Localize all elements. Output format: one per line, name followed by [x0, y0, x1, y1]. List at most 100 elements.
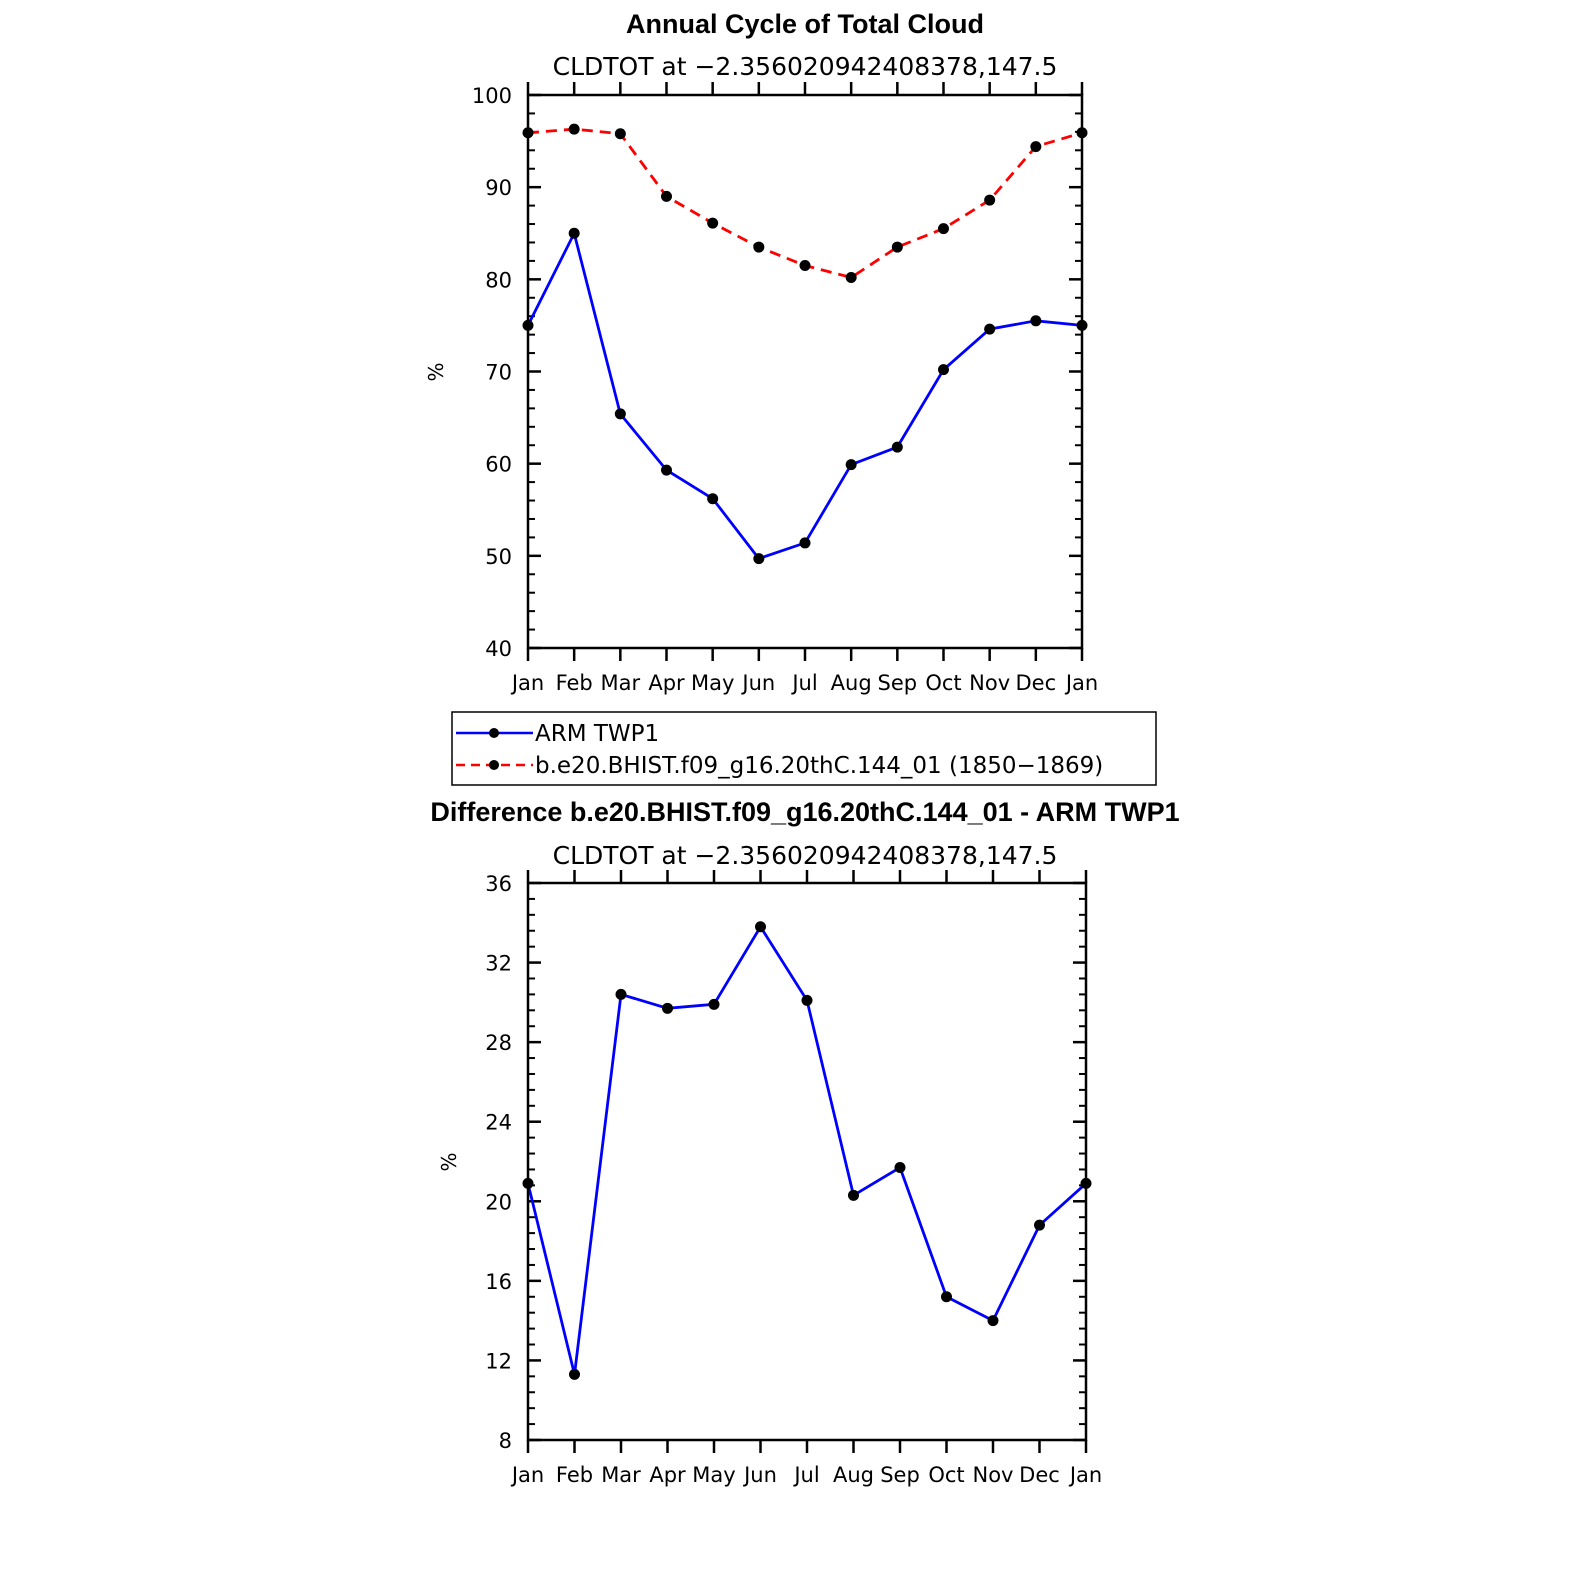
x-tick-label: Apr: [648, 671, 685, 695]
x-tick-label: Dec: [1019, 1463, 1060, 1487]
data-point: [662, 1002, 673, 1014]
x-tick-label: Oct: [928, 1463, 964, 1487]
y-axis-label: %: [437, 1152, 461, 1171]
x-tick-label: Feb: [556, 1463, 593, 1487]
x-tick-label: Nov: [969, 671, 1010, 695]
x-tick-label: Jan: [1068, 1463, 1102, 1487]
data-point: [615, 988, 627, 1000]
data-point: [845, 459, 857, 471]
y-tick-label: 80: [485, 268, 512, 292]
chart-title: Annual Cycle of Total Cloud: [626, 9, 984, 39]
y-tick-label: 28: [485, 1031, 512, 1055]
data-point: [568, 123, 580, 135]
chart-title: Difference b.e20.BHIST.f09_g16.20thC.144…: [430, 797, 1179, 827]
data-point: [799, 260, 811, 272]
y-tick-label: 40: [485, 637, 512, 661]
x-tick-label: Sep: [878, 671, 918, 695]
data-point: [753, 241, 765, 253]
legend-marker-arm: [489, 728, 499, 738]
x-tick-label: Mar: [601, 671, 641, 695]
x-tick-label: Feb: [556, 671, 593, 695]
x-tick-label: Jul: [792, 1463, 819, 1487]
y-tick-label: 32: [485, 952, 512, 976]
y-tick-label: 24: [485, 1111, 512, 1135]
data-point: [614, 128, 626, 140]
data-point: [568, 227, 580, 239]
y-tick-label: 100: [472, 84, 512, 108]
x-tick-label: Oct: [925, 671, 961, 695]
chart-annual-cycle: Annual Cycle of Total Cloud CLDTOT at −2…: [424, 9, 1098, 695]
data-point: [799, 537, 811, 549]
x-tick-label: May: [692, 1463, 735, 1487]
data-point: [661, 190, 672, 202]
data-point: [753, 553, 765, 565]
y-axis-label: %: [424, 362, 448, 381]
data-point: [801, 994, 813, 1006]
axis-ticks: [526, 870, 1088, 1453]
y-tick-label: 16: [485, 1270, 512, 1294]
legend: ARM TWP1 b.e20.BHIST.f09_g16.20thC.144_0…: [451, 711, 1157, 786]
x-tick-label: Jan: [1064, 671, 1098, 695]
data-point: [848, 1189, 859, 1201]
x-tick-label: Sep: [880, 1463, 920, 1487]
x-tick-labels: Jan Feb Mar Apr May Jun Jul Aug Sep Oct Nov Dec Jan: [510, 1463, 1102, 1487]
data-point: [984, 323, 996, 335]
plot-frame: [526, 881, 1088, 1442]
legend-marker-model: [489, 760, 499, 770]
y-tick-label: 90: [485, 176, 512, 200]
y-tick-label: 70: [485, 361, 512, 385]
data-point: [755, 921, 766, 933]
data-point: [891, 241, 903, 253]
y-tick-labels: 8 12 16 20 24 28 32 36: [485, 872, 512, 1453]
x-tick-label: Jan: [510, 1463, 544, 1487]
series-line-1: [527, 127, 1083, 280]
chart-difference: Difference b.e20.BHIST.f09_g16.20thC.144…: [430, 797, 1179, 1487]
data-point: [984, 194, 996, 206]
data-point: [707, 493, 719, 505]
data-point: [987, 1315, 999, 1327]
plot-frame: [526, 93, 1084, 650]
data-point: [938, 223, 949, 235]
x-tick-labels: Jan Feb Mar Apr May Jun Jul Aug Sep Oct Nov Dec Jan: [510, 671, 1098, 695]
data-point: [941, 1291, 952, 1303]
x-tick-label: Apr: [649, 1463, 686, 1487]
series-line-0: [526, 924, 1087, 1375]
data-point: [707, 217, 719, 229]
y-tick-label: 50: [485, 545, 512, 569]
plot-series: [522, 921, 1092, 1380]
data-point: [708, 998, 720, 1010]
x-tick-label: Aug: [831, 671, 872, 695]
legend-label-arm: ARM TWP1: [535, 721, 659, 747]
chart-subtitle: CLDTOT at −2.356020942408378,147.5: [553, 841, 1058, 870]
y-tick-label: 12: [485, 1349, 512, 1373]
y-tick-label: 60: [485, 453, 512, 477]
y-tick-label: 8: [499, 1429, 512, 1453]
axis-ticks: [526, 82, 1084, 661]
x-tick-label: Jan: [510, 671, 544, 695]
data-point: [569, 1368, 580, 1380]
data-point: [938, 364, 949, 376]
x-tick-label: Jun: [742, 1463, 777, 1487]
x-tick-label: Aug: [833, 1463, 874, 1487]
x-tick-label: Mar: [601, 1463, 641, 1487]
legend-label-model: b.e20.BHIST.f09_g16.20thC.144_01 (1850−1…: [535, 753, 1103, 779]
data-point: [894, 1161, 906, 1173]
x-tick-label: May: [691, 671, 734, 695]
chart-subtitle: CLDTOT at −2.356020942408378,147.5: [553, 52, 1058, 81]
plot-series: [522, 123, 1088, 565]
data-point: [661, 464, 672, 476]
x-tick-label: Dec: [1016, 671, 1057, 695]
y-tick-labels: 40 50 60 70 80 90 100: [472, 84, 512, 661]
x-tick-label: Nov: [973, 1463, 1014, 1487]
data-point: [1030, 315, 1042, 327]
series-line-0: [526, 229, 1083, 561]
data-point: [845, 271, 857, 283]
legend-box: [451, 711, 1157, 786]
y-tick-label: 20: [485, 1190, 512, 1214]
data-point: [891, 441, 903, 453]
data-point: [1034, 1219, 1045, 1231]
data-point: [1030, 141, 1042, 153]
x-tick-label: Jun: [740, 671, 775, 695]
x-tick-label: Jul: [790, 671, 817, 695]
